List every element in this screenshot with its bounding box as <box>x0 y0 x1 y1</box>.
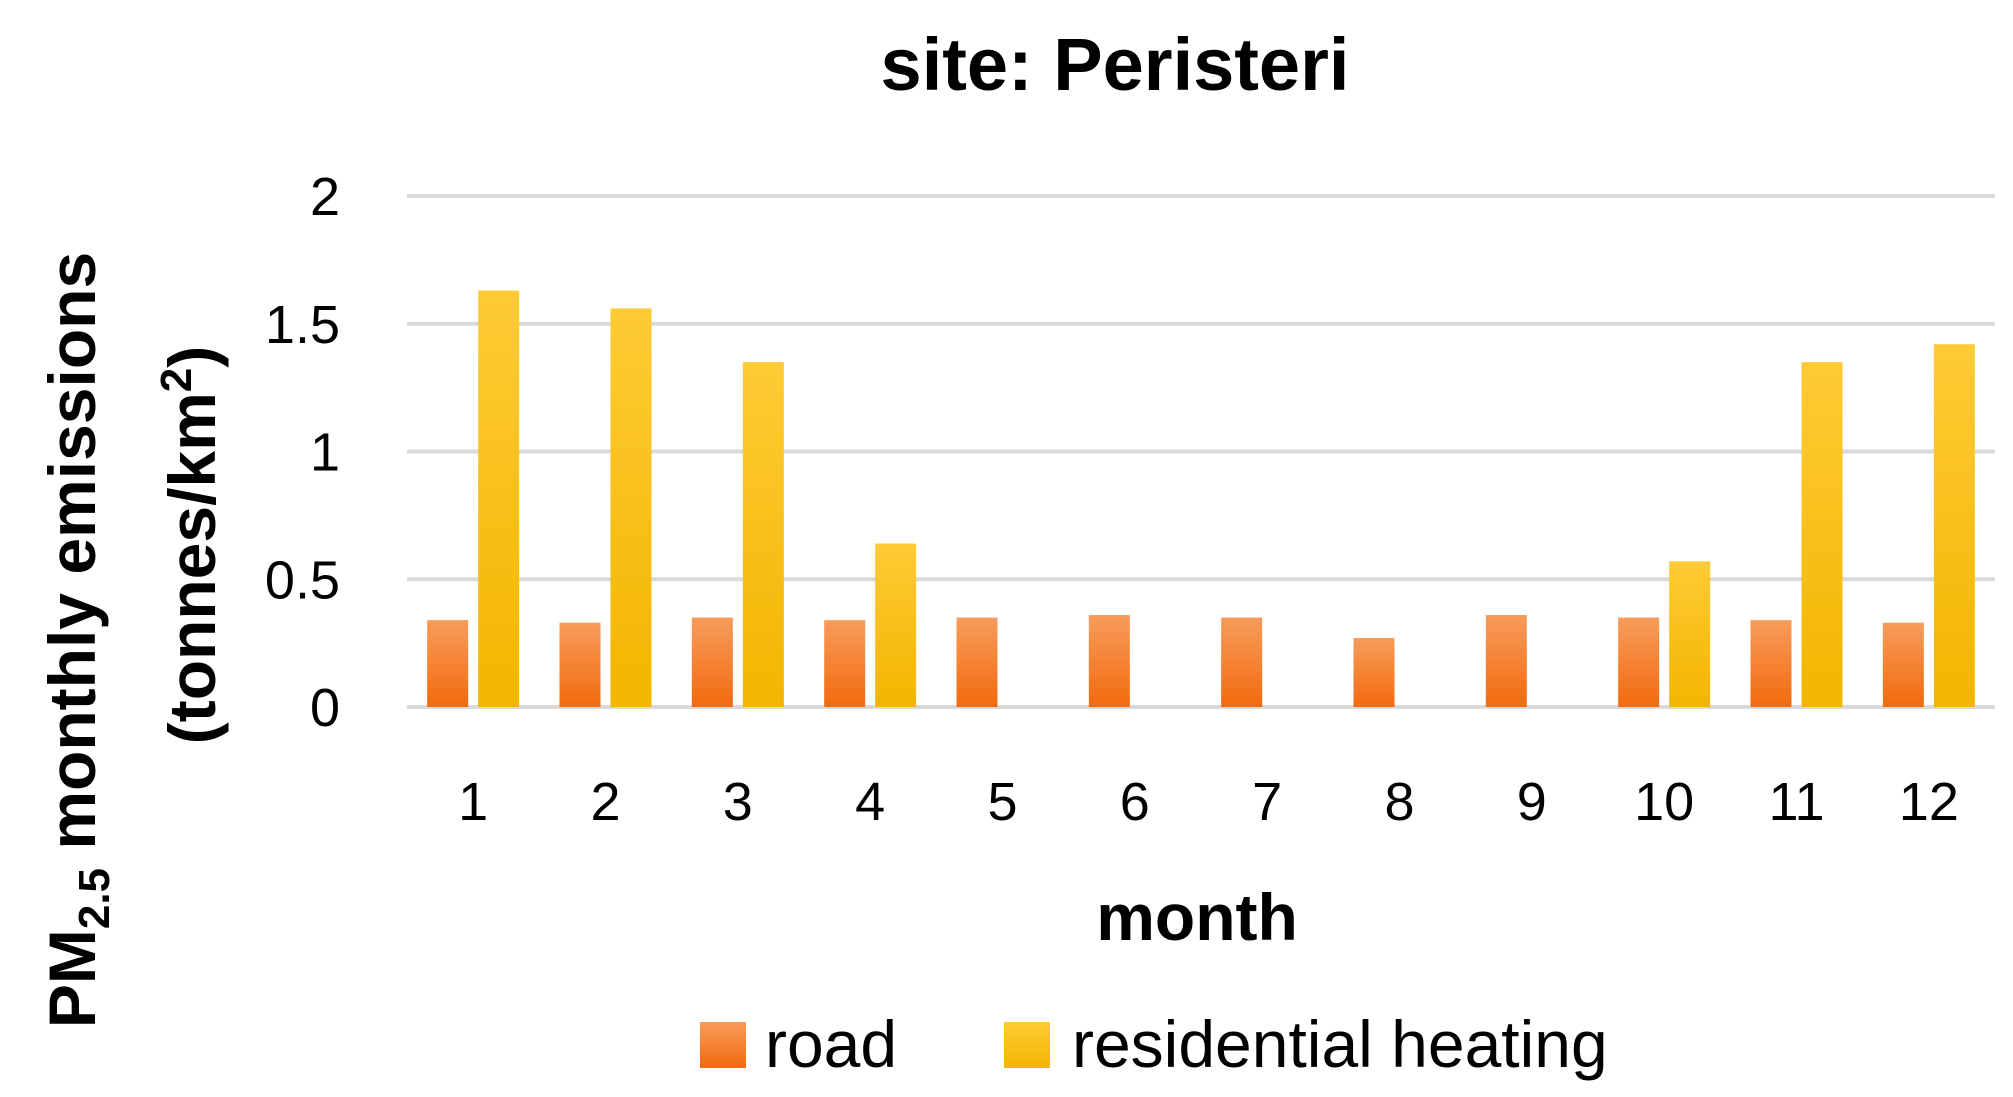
legend-swatch-residential-heating <box>1004 1022 1050 1068</box>
legend-label-residential-heating: residential heating <box>1072 1007 1608 1081</box>
bar-road-month-9 <box>1485 615 1527 707</box>
bar-road-month-8 <box>1353 638 1395 707</box>
bar-residential-heating-month-3 <box>742 362 784 707</box>
x-tick-label: 5 <box>987 772 1017 832</box>
y-tick-label: 0.5 <box>265 550 340 610</box>
bars <box>427 290 1975 707</box>
x-tick-label: 9 <box>1517 772 1547 832</box>
x-tick-label: 3 <box>723 772 753 832</box>
y-axis-title-suffix: monthly emissions <box>35 252 109 868</box>
legend: road residential heating <box>700 1007 1608 1081</box>
legend-swatch-road <box>700 1022 746 1068</box>
bar-road-month-4 <box>824 620 866 707</box>
gridlines <box>407 194 1995 709</box>
x-tick-label: 12 <box>1899 772 1959 832</box>
bar-road-month-3 <box>691 617 733 707</box>
x-tick-label: 8 <box>1384 772 1414 832</box>
x-tick-label: 10 <box>1634 772 1694 832</box>
x-tick-label: 11 <box>1768 772 1824 832</box>
y-axis-ticks: 0 0.5 1 1.5 2 <box>265 167 340 738</box>
y-tick-label: 2 <box>310 167 340 227</box>
bar-residential-heating-month-11 <box>1801 362 1843 707</box>
bar-residential-heating-month-12 <box>1933 344 1975 707</box>
y-axis-title-prefix: PM <box>35 929 109 1028</box>
x-tick-label: 7 <box>1252 772 1282 832</box>
bar-road-month-5 <box>956 617 998 707</box>
x-axis-title: month <box>1096 880 1298 954</box>
x-axis-ticks: 1 2 3 4 5 6 7 8 9 10 11 12 <box>458 772 1959 832</box>
bar-road-month-1 <box>427 620 469 707</box>
bar-residential-heating-month-10 <box>1669 561 1711 707</box>
x-tick-label: 6 <box>1120 772 1150 832</box>
bar-road-month-10 <box>1618 617 1660 707</box>
bar-road-month-11 <box>1750 620 1792 707</box>
x-tick-label: 2 <box>590 772 620 832</box>
bar-road-month-2 <box>559 622 601 707</box>
x-tick-label: 4 <box>855 772 885 832</box>
bar-residential-heating-month-1 <box>478 290 520 707</box>
x-tick-label: 1 <box>458 772 488 832</box>
y-tick-label: 1.5 <box>265 295 340 355</box>
y-axis-title-subscript: 2.5 <box>70 868 119 929</box>
y-axis-title-unit: (tonnes/km <box>155 392 229 744</box>
chart-title: site: Peristeri <box>881 23 1350 106</box>
y-tick-label: 1 <box>310 423 340 483</box>
bar-road-month-12 <box>1882 622 1924 707</box>
y-tick-label: 0 <box>310 678 340 738</box>
bar-residential-heating-month-2 <box>610 308 652 707</box>
legend-label-road: road <box>765 1007 897 1081</box>
y-axis-title-superscript: 2 <box>152 368 201 392</box>
y-axis-title-close: ) <box>155 346 229 368</box>
y-axis-title-line1: PM2.5 monthly emissions <box>35 252 119 1028</box>
bar-road-month-6 <box>1088 615 1130 707</box>
bar-road-month-7 <box>1221 617 1263 707</box>
bar-residential-heating-month-4 <box>875 543 917 707</box>
y-axis-title-line2: (tonnes/km2) <box>152 346 229 745</box>
